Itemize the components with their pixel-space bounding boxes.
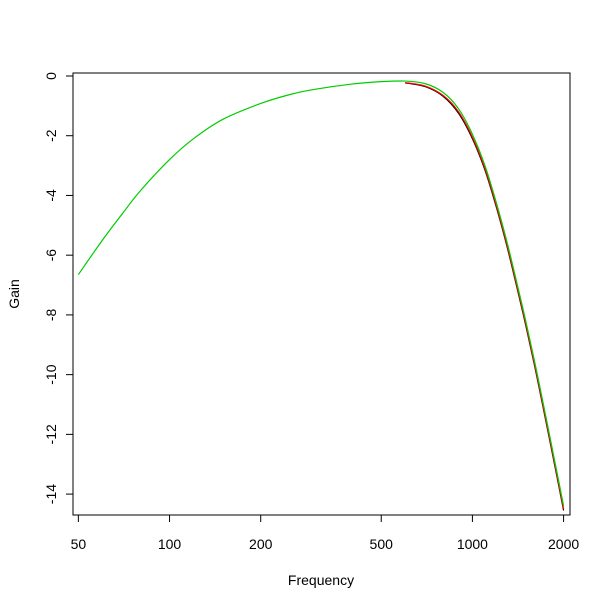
y-tick-label: -8: [43, 308, 59, 321]
x-axis: 50 100 200 500 1000 2000: [71, 514, 579, 552]
x-tick-label: 100: [158, 536, 182, 552]
x-tick-label: 500: [370, 536, 394, 552]
y-tick-label: -2: [43, 129, 59, 142]
x-tick-label: 2000: [548, 536, 579, 552]
y-tick-label: -10: [43, 364, 59, 384]
x-tick-label: 200: [249, 536, 273, 552]
y-tick-label: 0: [43, 72, 59, 80]
y-tick-label: -4: [43, 189, 59, 202]
y-axis: 0 -2 -4 -6 -8 -10 -12 -14: [43, 72, 74, 504]
x-axis-title: Frequency: [288, 572, 354, 588]
y-tick-label: -12: [43, 424, 59, 444]
series-line-3: [77, 80, 565, 507]
y-tick-label: -14: [43, 484, 59, 504]
x-tick-label: 1000: [457, 536, 488, 552]
y-axis-title: Gain: [6, 279, 22, 309]
y-tick-label: -6: [43, 249, 59, 262]
series-layer: [77, 80, 565, 511]
x-tick-label: 50: [71, 536, 87, 552]
